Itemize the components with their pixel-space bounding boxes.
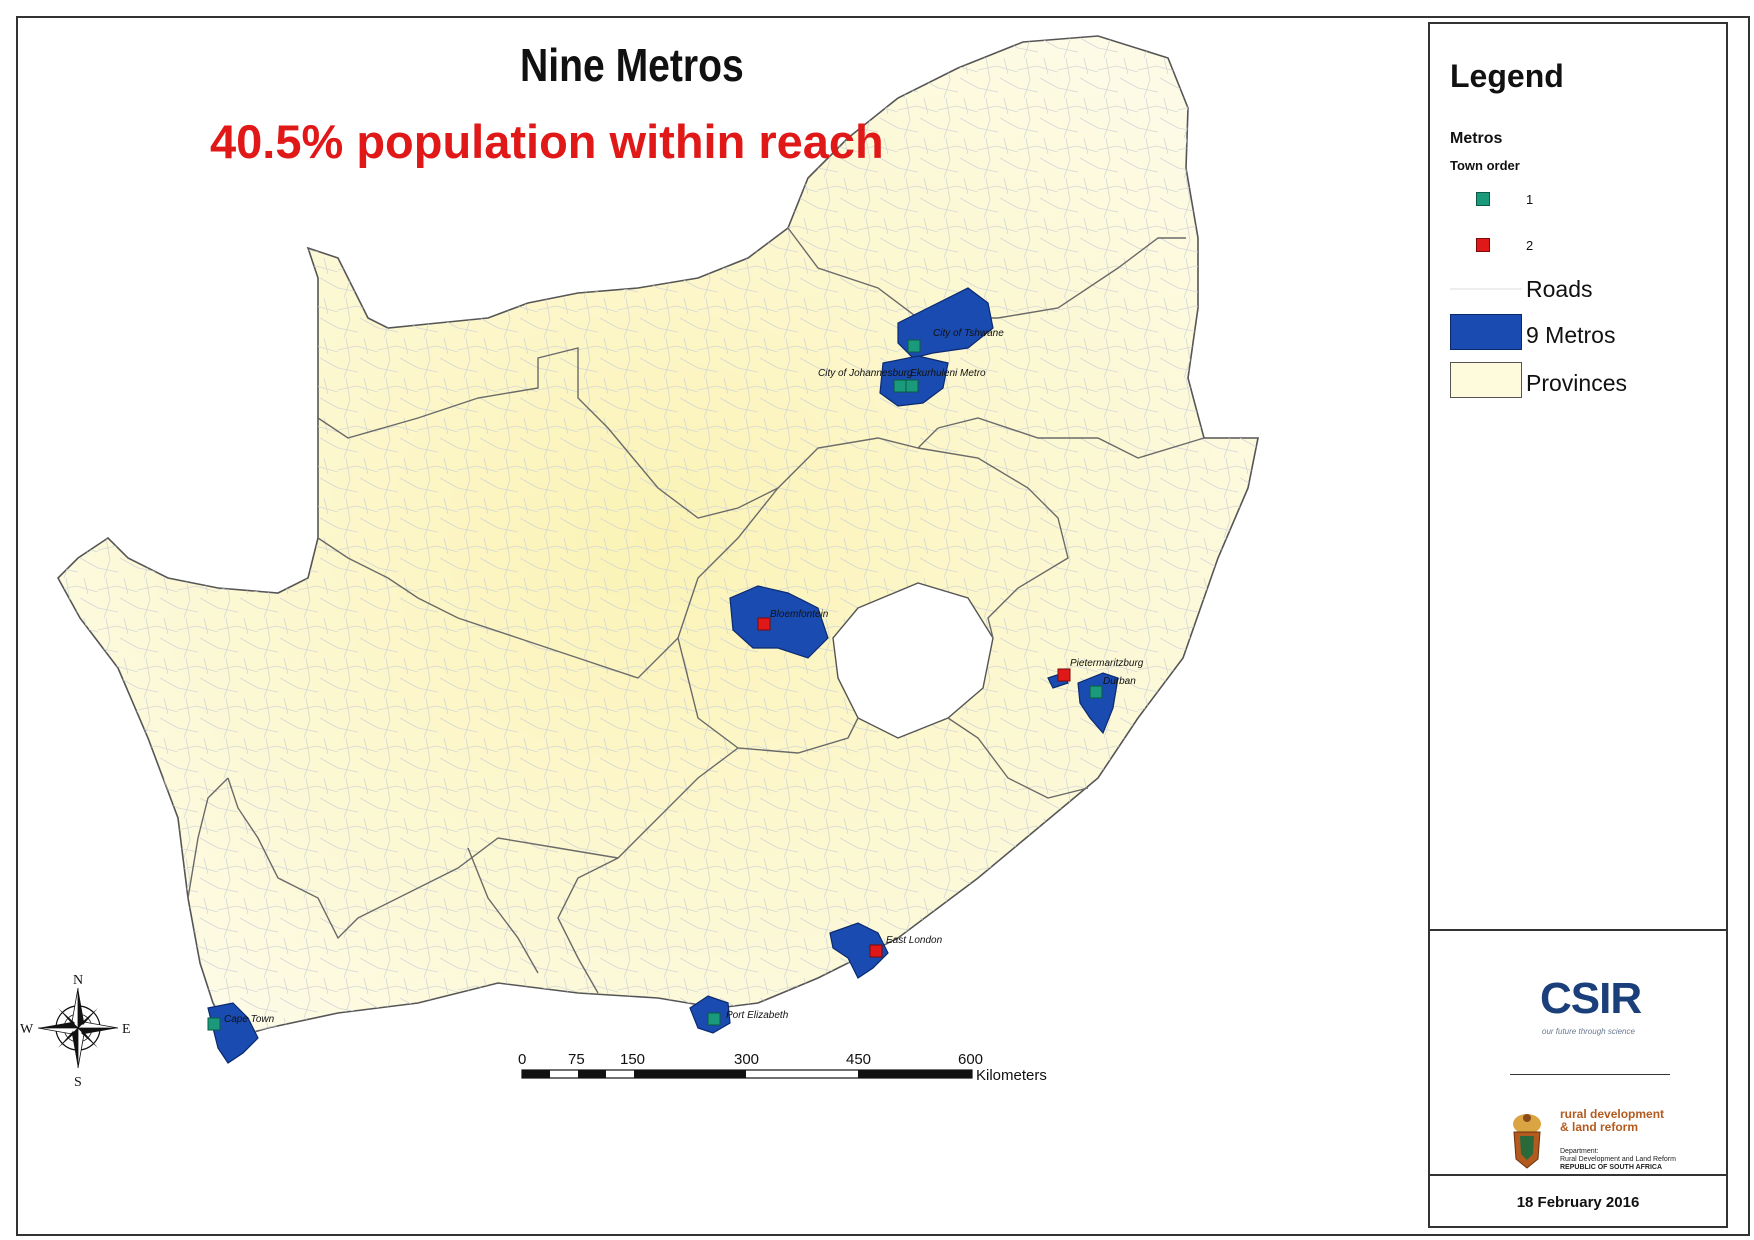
marker-johannesburg bbox=[893, 379, 907, 393]
csir-logo-text: CSIR bbox=[1540, 974, 1642, 1023]
label-east-london: East London bbox=[886, 935, 943, 946]
province-boundaries bbox=[187, 227, 1205, 994]
coat-of-arms-icon bbox=[1513, 1114, 1541, 1169]
dept-sub: Department: Rural Development and Land R… bbox=[1560, 1148, 1700, 1172]
marker-east-london bbox=[869, 944, 883, 958]
dept-logo: rural development & land reform Departme… bbox=[1502, 1104, 1702, 1174]
legend-roads-swatch bbox=[1450, 288, 1522, 290]
label-bloemfontein: Bloemfontein bbox=[770, 609, 829, 620]
scale-tick-600: 600 bbox=[958, 1051, 983, 1068]
metro-bloemfontein bbox=[729, 585, 829, 659]
scale-tick-0: 0 bbox=[518, 1051, 526, 1068]
dept-name-line1: rural development bbox=[1560, 1107, 1665, 1121]
map-area: City of Tshwane City of Johannesburg Eku… bbox=[18, 18, 1428, 1234]
label-tshwane: City of Tshwane bbox=[933, 328, 1004, 339]
label-pietermaritzburg: Pietermaritzburg bbox=[1070, 658, 1144, 669]
marker-port-elizabeth bbox=[707, 1012, 721, 1026]
city-labels: City of Tshwane City of Johannesburg Eku… bbox=[224, 328, 1144, 1025]
roads-layer bbox=[58, 36, 1258, 1038]
dept-sub1: Department: bbox=[1560, 1148, 1599, 1155]
compass-e: E bbox=[122, 1022, 131, 1037]
map-canvas: City of Tshwane City of Johannesburg Eku… bbox=[20, 35, 1259, 1090]
map-date: 18 February 2016 bbox=[1516, 1194, 1640, 1211]
legend-metros-label: 9 Metros bbox=[1526, 322, 1616, 348]
legend-divider-bottom bbox=[1430, 1174, 1726, 1176]
csir-tagline: our future through science bbox=[1542, 1027, 1635, 1036]
legend-provinces-label: Provinces bbox=[1526, 370, 1627, 396]
legend-title: Legend bbox=[1450, 58, 1564, 94]
legend-metros-swatch bbox=[1450, 314, 1522, 350]
metro-durban bbox=[1077, 672, 1119, 735]
label-durban: Durban bbox=[1103, 676, 1136, 687]
metros-layer bbox=[207, 287, 1119, 1064]
compass-w: W bbox=[20, 1022, 34, 1037]
compass-n: N bbox=[73, 973, 83, 988]
label-ekurhuleni: Ekurhuleni Metro bbox=[910, 368, 986, 379]
marker-tshwane bbox=[907, 339, 921, 353]
label-johannesburg: City of Johannesburg bbox=[818, 368, 913, 379]
legend-town-order-title: Town order bbox=[1450, 158, 1520, 173]
scale-bar: 0 75 150 300 450 600 Kilometers bbox=[518, 1051, 1047, 1084]
label-port-elizabeth: Port Elizabeth bbox=[726, 1010, 789, 1021]
legend-group-title: Metros bbox=[1450, 130, 1503, 147]
legend-roads-label: Roads bbox=[1526, 276, 1593, 302]
scale-tick-450: 450 bbox=[846, 1051, 871, 1068]
scale-tick-300: 300 bbox=[734, 1051, 759, 1068]
marker-durban bbox=[1089, 685, 1103, 699]
legend-order2-label: 2 bbox=[1526, 238, 1534, 253]
legend-order1-swatch bbox=[1476, 192, 1490, 206]
dept-name-line2: & land reform bbox=[1560, 1120, 1639, 1134]
marker-bloemfontein bbox=[757, 617, 771, 631]
metro-east-london bbox=[829, 922, 889, 979]
marker-cape-town bbox=[207, 1017, 221, 1031]
csir-underline bbox=[1510, 1074, 1670, 1075]
dept-sub3: REPUBLIC OF SOUTH AFRICA bbox=[1560, 1164, 1663, 1171]
town-markers bbox=[207, 339, 1103, 1031]
dept-sub2: Rural Development and Land Reform bbox=[1560, 1156, 1676, 1163]
legend-order1-label: 1 bbox=[1526, 192, 1534, 207]
legend-provinces-swatch bbox=[1450, 362, 1522, 398]
map-frame bbox=[16, 16, 1750, 1236]
scale-tick-150: 150 bbox=[620, 1051, 645, 1068]
csir-logo: CSIR bbox=[1540, 974, 1650, 1044]
legend-divider-top bbox=[1430, 929, 1726, 931]
legend-order2-swatch bbox=[1476, 238, 1490, 252]
metro-tshwane bbox=[897, 287, 994, 359]
dept-name: rural development & land reform bbox=[1560, 1108, 1700, 1134]
map-subtitle: 40.5% population within reach bbox=[210, 115, 884, 168]
legend-panel: Legend Metros Town order 1 2 Roads 9 Met… bbox=[1428, 22, 1728, 1228]
marker-pietermaritzburg bbox=[1057, 668, 1071, 682]
compass-s: S bbox=[74, 1075, 82, 1090]
scale-tick-75: 75 bbox=[568, 1051, 585, 1068]
map-title: Nine Metros bbox=[520, 39, 744, 91]
compass-rose-icon: N E S W bbox=[20, 973, 131, 1090]
scale-unit: Kilometers bbox=[976, 1067, 1047, 1084]
marker-ekurhuleni bbox=[905, 379, 919, 393]
label-cape-town: Cape Town bbox=[224, 1014, 275, 1025]
